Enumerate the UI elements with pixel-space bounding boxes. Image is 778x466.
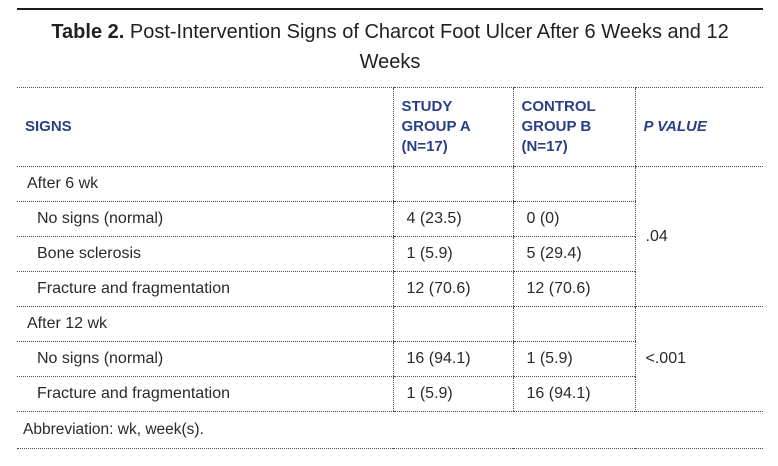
empty-cell xyxy=(392,306,513,342)
p-value-cell: .04 xyxy=(634,166,763,307)
table-footer: Abbreviation: wk, week(s). xyxy=(17,411,763,449)
sign-cell: No signs (normal) xyxy=(17,201,393,237)
header-p-value: P VALUE xyxy=(634,87,763,167)
header-study-group-a: STUDY GROUP A (N=17) xyxy=(392,87,513,167)
header-row: SIGNS STUDY GROUP A (N=17) CONTROL GROUP… xyxy=(17,87,763,167)
table-row: Fracture and fragmentation 1 (5.9) 16 (94.… xyxy=(17,376,763,412)
footnote-row: Abbreviation: wk, week(s). xyxy=(17,411,763,449)
control-cell: 16 (94.1) xyxy=(512,376,635,412)
section-label: After 12 wk xyxy=(17,306,393,342)
study-cell: 1 (5.9) xyxy=(392,236,513,272)
study-cell: 12 (70.6) xyxy=(392,271,513,307)
control-cell: 12 (70.6) xyxy=(512,271,635,307)
table-body: After 6 wk .04 No signs (normal) 4 (23.5) 0 … xyxy=(17,166,763,412)
p-value-cell: <.001 xyxy=(634,306,763,412)
study-cell: 4 (23.5) xyxy=(392,201,513,237)
sign-cell: Fracture and fragmentation xyxy=(17,271,393,307)
signs-table: SIGNS STUDY GROUP A (N=17) CONTROL GROUP… xyxy=(17,87,763,449)
table-title-text: Post-Intervention Signs of Charcot Foot … xyxy=(124,21,729,73)
table-title: Table 2. Post-Intervention Signs of Char… xyxy=(40,10,740,87)
table-row: No signs (normal) 16 (94.1) 1 (5.9) xyxy=(17,341,763,377)
study-cell: 1 (5.9) xyxy=(392,376,513,412)
table-row: No signs (normal) 4 (23.5) 0 (0) xyxy=(17,201,763,237)
table-title-label: Table 2. xyxy=(51,21,125,43)
sign-cell: Fracture and fragmentation xyxy=(17,376,393,412)
table-row: Bone sclerosis 1 (5.9) 5 (29.4) xyxy=(17,236,763,272)
empty-cell xyxy=(392,166,513,202)
sign-cell: Bone sclerosis xyxy=(17,236,393,272)
table-row: Fracture and fragmentation 12 (70.6) 12 (7… xyxy=(17,271,763,307)
study-cell: 16 (94.1) xyxy=(392,341,513,377)
footnote: Abbreviation: wk, week(s). xyxy=(17,411,763,449)
section-row: After 6 wk .04 xyxy=(17,166,763,307)
section-row: After 12 wk <.001 xyxy=(17,306,763,412)
header-signs: SIGNS xyxy=(17,87,393,167)
section-label: After 6 wk xyxy=(17,166,393,202)
table-figure: Table 2. Post-Intervention Signs of Char… xyxy=(17,8,763,449)
empty-cell xyxy=(512,306,635,342)
sign-cell: No signs (normal) xyxy=(17,341,393,377)
top-rule xyxy=(17,8,763,10)
header-control-group-b: CONTROL GROUP B (N=17) xyxy=(512,87,635,167)
control-cell: 5 (29.4) xyxy=(512,236,635,272)
control-cell: 0 (0) xyxy=(512,201,635,237)
empty-cell xyxy=(512,166,635,202)
control-cell: 1 (5.9) xyxy=(512,341,635,377)
table-header: SIGNS STUDY GROUP A (N=17) CONTROL GROUP… xyxy=(17,87,763,167)
